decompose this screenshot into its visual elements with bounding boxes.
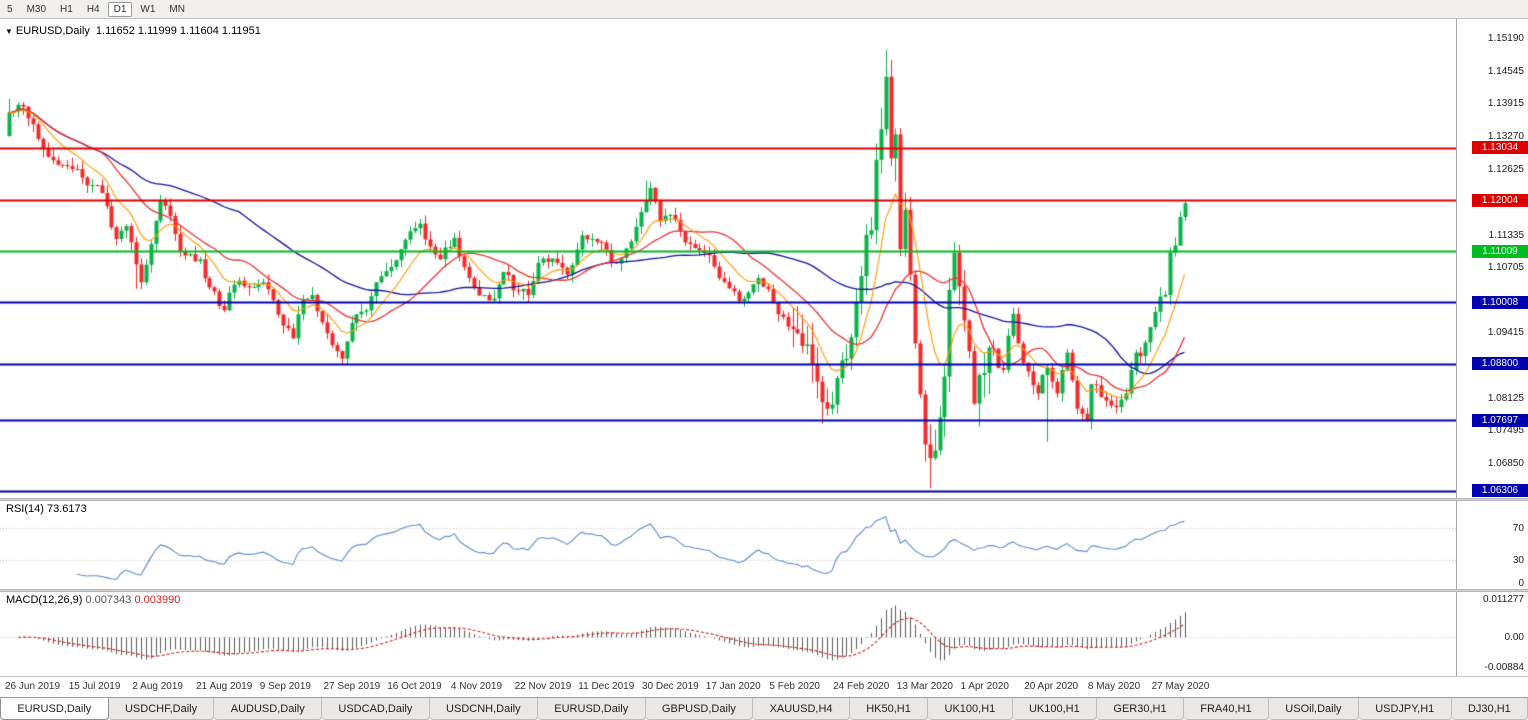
time-axis-label: 2 Aug 2019: [132, 681, 183, 692]
macd-axis: 0.011277 0.00 -0.00884: [1456, 592, 1528, 676]
rsi-header: RSI(14) 73.6173: [6, 503, 87, 515]
time-axis-label: 11 Dec 2019: [578, 681, 635, 692]
timeframe-button-h4[interactable]: H4: [81, 2, 106, 17]
chart-tab-usdjpy-h1[interactable]: USDJPY,H1: [1358, 698, 1452, 720]
panel-divider[interactable]: [0, 589, 1528, 592]
chart-tab-usdcad-daily[interactable]: USDCAD,Daily: [322, 698, 430, 720]
timeframe-button-mn[interactable]: MN: [163, 2, 191, 17]
timeframe-button-w1[interactable]: W1: [134, 2, 161, 17]
panel-divider[interactable]: [0, 498, 1528, 501]
macd-axis-label: 0.011277: [1483, 594, 1524, 606]
chart-tab-xauusd-h4[interactable]: XAUUSD,H4: [753, 698, 850, 720]
chart-tab-bar: EURUSD,Daily USDCHF,Daily AUDUSD,Daily USDC…: [0, 697, 1528, 720]
chart-tab-eurusd-daily[interactable]: EURUSD,Daily: [537, 698, 646, 720]
chart-tab-hk50-h1[interactable]: HK50,H1: [849, 698, 929, 720]
chart-tab-dj30-h1[interactable]: DJ30,H1: [1451, 698, 1528, 720]
rsi-axis-label: 0: [1518, 578, 1524, 589]
rsi-axis-label: 70: [1512, 523, 1524, 535]
chart-tab-uk100-h1[interactable]: UK100,H1: [1012, 698, 1098, 720]
time-axis-label: 15 Jul 2019: [68, 681, 121, 692]
chart-title: ▼ EURUSD,Daily 1.11652 1.11999 1.11604 1.1…: [5, 25, 261, 37]
main-chart-panel: ▼ EURUSD,Daily 1.11652 1.11999 1.11604 1.1…: [0, 19, 1528, 498]
time-axis-label: 27 Sep 2019: [323, 681, 381, 692]
price-axis-label: 1.07495: [1487, 425, 1524, 437]
time-axis-label: 5 Feb 2020: [769, 681, 820, 692]
time-axis-label: 17 Jan 2020: [705, 681, 761, 692]
price-axis-label: 1.10705: [1487, 261, 1524, 273]
level-price-badge: 1.08800: [1472, 357, 1528, 371]
level-price-badge: 1.10008: [1472, 295, 1528, 309]
timeframe-button-5[interactable]: 5: [1, 2, 19, 17]
price-axis-label: 1.14545: [1487, 65, 1524, 77]
macd-axis-label: -0.00884: [1484, 662, 1524, 674]
macd-header: MACD(12,26,9) 0.007343 0.003990: [6, 594, 180, 606]
price-axis-label: 1.12625: [1487, 163, 1524, 175]
price-axis-label: 1.15190: [1487, 33, 1524, 44]
time-axis-label: 24 Feb 2020: [833, 681, 890, 692]
chart-collapse-icon[interactable]: ▼: [5, 27, 13, 36]
main-chart-canvas[interactable]: [0, 19, 1456, 498]
level-price-badge: 1.12004: [1472, 193, 1528, 207]
chart-tab-usdcnh-daily[interactable]: USDCNH,Daily: [429, 698, 538, 720]
time-axis: 26 Jun 2019 15 Jul 2019 2 Aug 2019 21 Aug 2…: [0, 676, 1528, 697]
chart-tab-usdchf-daily[interactable]: USDCHF,Daily: [108, 698, 215, 720]
time-axis-label: 22 Nov 2019: [514, 681, 572, 692]
price-axis-label: 1.13915: [1487, 98, 1524, 109]
time-axis-label: 1 Apr 2020: [960, 681, 1009, 692]
level-price-badge: 1.07697: [1472, 413, 1528, 427]
chart-symbol-label: EURUSD,Daily: [15, 25, 90, 37]
chart-tab-ger30-h1[interactable]: GER30,H1: [1097, 698, 1184, 720]
price-axis-label: 1.08125: [1487, 393, 1524, 405]
time-axis-label: 26 Jun 2019: [5, 681, 61, 692]
timeframe-button-m30[interactable]: M30: [21, 2, 52, 17]
timeframe-button-d1[interactable]: D1: [107, 1, 133, 17]
time-axis-label: 4 Nov 2019: [450, 681, 503, 692]
macd-signal-value: 0.003990: [134, 594, 181, 606]
level-price-badge: 1.06306: [1472, 484, 1528, 498]
chart-tab-fra40-h1[interactable]: FRA40,H1: [1183, 698, 1269, 720]
price-axis-label: 1.09415: [1487, 327, 1524, 339]
timeframe-button-h1[interactable]: H1: [54, 2, 79, 17]
price-axis: 1.15190 1.14545 1.13915 1.13270 1.12625 1.113…: [1456, 19, 1528, 498]
macd-axis-label: 0.00: [1504, 632, 1524, 644]
chart-tab-gbpusd-daily[interactable]: GBPUSD,Daily: [645, 698, 754, 720]
chart-tab-uk100-h1[interactable]: UK100,H1: [928, 698, 1013, 720]
macd-main-value: 0.007343: [85, 594, 132, 606]
time-axis-label: 30 Dec 2019: [642, 681, 699, 692]
time-axis-label: 8 May 2020: [1087, 681, 1141, 692]
time-axis-label: 27 May 2020: [1151, 681, 1210, 692]
chart-tab-usoil-daily[interactable]: USOil,Daily: [1268, 698, 1359, 720]
level-price-badge: 1.11009: [1472, 244, 1528, 258]
chart-tab-audusd-daily[interactable]: AUDUSD,Daily: [214, 698, 323, 720]
timeframe-toolbar: 5 M30 H1 H4 D1 W1 MN: [0, 0, 1528, 19]
level-price-badge: 1.13034: [1472, 141, 1528, 155]
price-axis-label: 1.06850: [1487, 458, 1524, 470]
time-axis-label: 16 Oct 2019: [387, 681, 442, 692]
price-axis-label: 1.11335: [1488, 229, 1524, 241]
time-axis-label: 21 Aug 2019: [196, 681, 253, 692]
time-axis-label: 20 Apr 2020: [1024, 681, 1079, 692]
chart-ohlc-values: 1.11652 1.11999 1.11604 1.11951: [95, 25, 261, 37]
rsi-panel: RSI(14) 73.6173 70 30 0: [0, 501, 1528, 589]
rsi-axis: 70 30 0: [1456, 501, 1528, 589]
time-axis-label: 9 Sep 2019: [259, 681, 311, 692]
rsi-axis-label: 30: [1512, 554, 1524, 566]
time-axis-label: 13 Mar 2020: [896, 681, 953, 692]
rsi-canvas[interactable]: [0, 501, 1456, 589]
macd-panel: MACD(12,26,9) 0.007343 0.003990 0.011277…: [0, 592, 1528, 676]
macd-canvas[interactable]: [0, 592, 1456, 676]
price-axis-label: 1.13270: [1487, 130, 1524, 142]
macd-name: MACD(12,26,9): [6, 594, 83, 606]
chart-tab-eurusd-daily[interactable]: EURUSD,Daily: [0, 698, 109, 720]
